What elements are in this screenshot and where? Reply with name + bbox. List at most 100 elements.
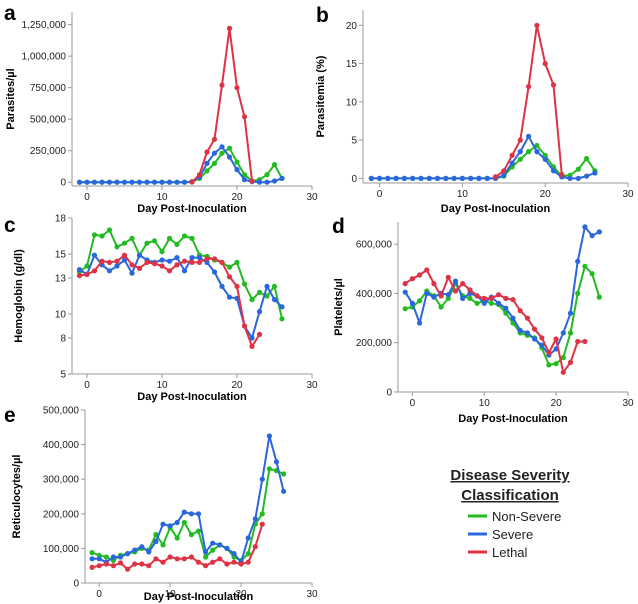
data-point-severe (281, 488, 287, 494)
data-point-lethal (121, 252, 128, 258)
data-point-severe (203, 549, 209, 555)
data-point-lethal (409, 276, 415, 282)
data-point-lethal (196, 172, 203, 178)
series-lethal (492, 22, 565, 180)
y-tick-label: 15 (346, 59, 358, 70)
data-point-lethal (417, 272, 423, 278)
data-point-lethal (151, 261, 158, 267)
data-point-severe (219, 283, 225, 289)
data-point-lethal (542, 61, 548, 67)
data-point-severe (410, 175, 416, 181)
data-point-non-severe (259, 511, 265, 517)
panel-d: d 0 200,000 400,000 600,000 0 10 20 30 Day Post-I… (332, 215, 634, 425)
data-point-severe (368, 175, 374, 181)
data-point-severe (377, 175, 383, 181)
data-point-severe (443, 175, 449, 181)
data-point-lethal (238, 561, 244, 567)
y-tick-label: 1,250,000 (22, 20, 67, 31)
data-point-severe (129, 270, 135, 276)
y-tick-label: 100,000 (43, 544, 80, 555)
y-tick-label: 0 (73, 579, 79, 590)
y-tick-label: 13 (55, 274, 67, 285)
data-point-severe (256, 179, 263, 185)
data-point-lethal (153, 556, 159, 562)
data-point-non-severe (467, 295, 473, 301)
data-point-non-severe (159, 249, 165, 255)
x-tick-label: 0 (96, 589, 102, 600)
x-tick-label: 10 (156, 192, 168, 203)
data-point-severe (409, 300, 415, 306)
y-tick-label: 8 (60, 334, 66, 345)
y-tick-label: 0 (60, 178, 66, 189)
y-tick-label: 20 (346, 21, 358, 32)
y-tick-label: 200,000 (43, 509, 80, 520)
data-point-non-severe (279, 316, 285, 322)
y-tick-label: 10 (55, 310, 67, 321)
y-axis-label: Platelets/µl (333, 278, 345, 336)
x-tick-label: 20 (236, 589, 248, 600)
data-point-lethal (76, 273, 83, 279)
data-point-non-severe (417, 298, 423, 304)
legend-label-lethal: Lethal (492, 545, 528, 560)
data-point-non-severe (174, 535, 180, 541)
x-tick-label: 20 (231, 380, 243, 391)
data-point-lethal (234, 85, 240, 91)
data-point-severe (402, 289, 408, 295)
data-point-severe (217, 542, 223, 548)
data-point-severe (517, 149, 523, 155)
data-point-lethal (132, 561, 138, 567)
legend: Disease Severity Classification Non-Seve… (450, 467, 570, 560)
data-point-lethal (99, 258, 105, 264)
data-point-non-severe (264, 172, 270, 178)
data-point-lethal (210, 559, 216, 565)
data-point-severe (542, 156, 548, 162)
panel-letter-b: b (316, 4, 329, 27)
data-point-non-severe (249, 297, 255, 303)
data-point-severe (517, 327, 523, 333)
series-line-severe (92, 435, 285, 564)
data-point-severe (582, 224, 588, 230)
data-point-non-severe (181, 233, 188, 239)
data-point-non-severe (245, 551, 251, 557)
data-point-severe (434, 175, 441, 181)
series-severe (89, 433, 287, 565)
data-point-non-severe (281, 471, 287, 477)
x-axis-label: Day Post-Inoculation (144, 591, 254, 603)
data-point-lethal (402, 281, 408, 287)
data-point-lethal (560, 369, 566, 375)
data-point-non-severe (188, 532, 194, 538)
series-lethal (402, 267, 588, 375)
series-severe (76, 252, 285, 341)
series-lethal (189, 25, 255, 185)
data-point-lethal (224, 561, 230, 567)
data-point-severe (401, 175, 407, 181)
data-point-lethal (492, 174, 499, 180)
data-point-severe (211, 150, 218, 156)
panel-b: b 0 5 10 15 20 0 10 20 30 Day Post-Inoculation Para… (315, 4, 634, 215)
data-point-lethal (195, 559, 202, 565)
x-axis-label: Day Post-Inoculation (137, 391, 247, 403)
data-point-severe (153, 538, 159, 545)
series-severe (402, 224, 602, 358)
series-line-severe (404, 225, 600, 356)
data-point-lethal (110, 563, 116, 569)
data-point-lethal (501, 168, 507, 174)
y-tick-label: 600,000 (356, 240, 393, 251)
data-point-severe (271, 178, 278, 184)
data-point-lethal (188, 554, 194, 560)
data-point-severe (592, 170, 598, 176)
data-point-non-severe (271, 283, 278, 289)
data-point-non-severe (264, 293, 270, 299)
data-point-lethal (460, 281, 466, 287)
panel-letter-a: a (4, 2, 16, 25)
data-point-lethal (204, 256, 210, 262)
data-point-non-severe (517, 156, 523, 162)
data-point-severe (204, 160, 210, 166)
data-point-severe (174, 519, 180, 526)
y-axis-label: Parasitemia (%) (315, 55, 327, 137)
data-point-severe (424, 290, 430, 296)
x-tick-label: 10 (479, 398, 491, 409)
data-point-lethal (136, 265, 143, 271)
series-lethal (89, 521, 265, 572)
data-point-lethal (174, 262, 180, 268)
